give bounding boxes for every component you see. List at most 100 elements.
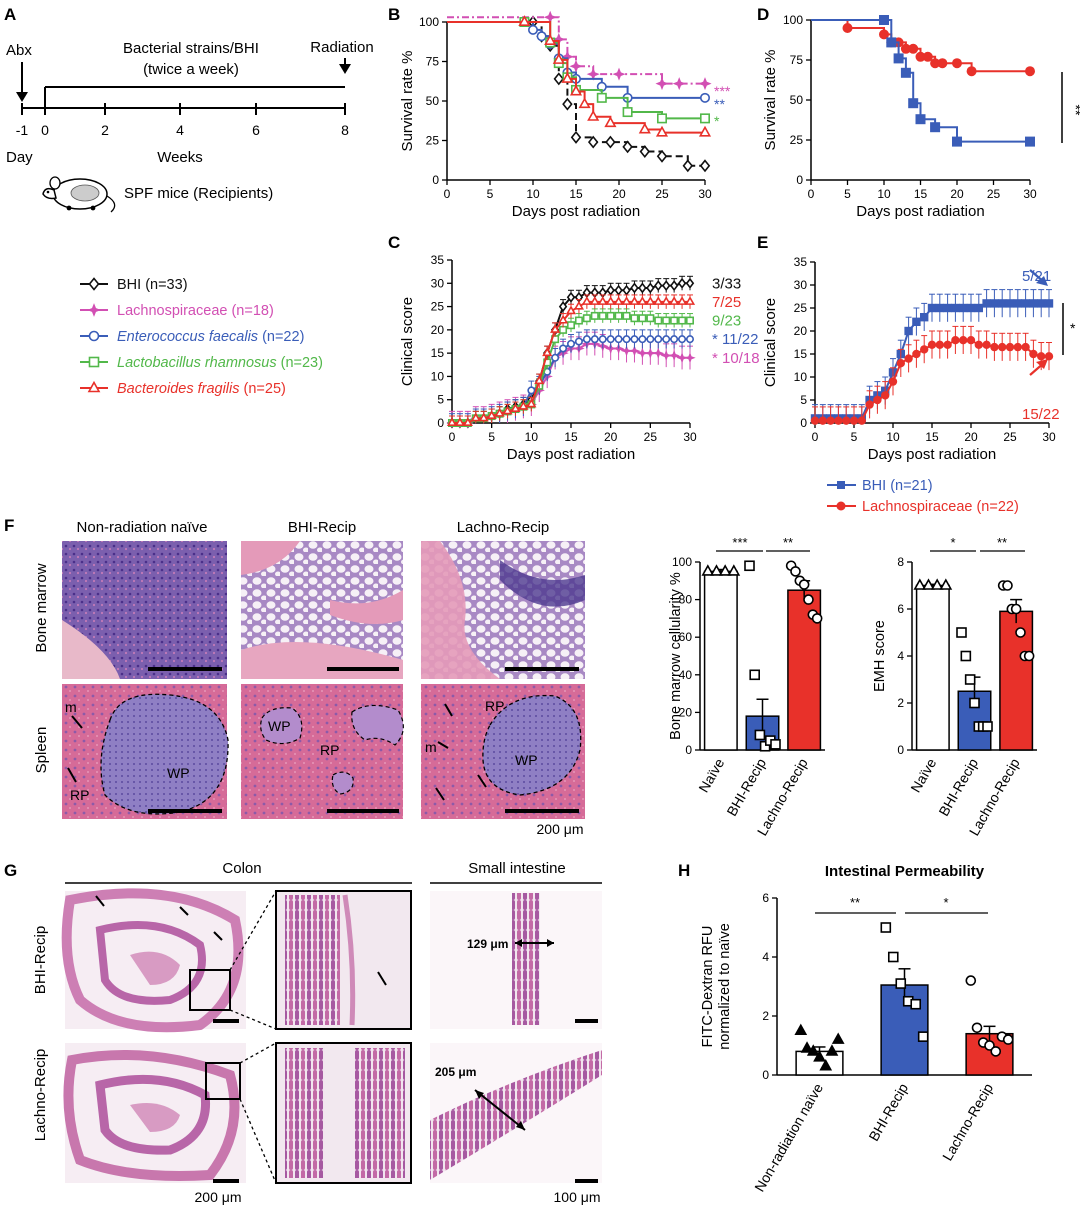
x-tick-label: 5	[851, 430, 858, 444]
data-point	[620, 345, 633, 357]
data-point	[699, 113, 710, 124]
chart-title: Intestinal Permeability	[825, 863, 985, 880]
data-point	[982, 340, 991, 349]
data-point	[685, 335, 694, 344]
data-point	[982, 299, 991, 308]
data-point	[930, 578, 944, 590]
y-tick-label: 25	[794, 301, 808, 315]
data-point	[606, 335, 615, 344]
data-point	[630, 335, 639, 344]
x-tick-label: 0	[808, 187, 815, 201]
data-point	[470, 412, 481, 422]
data-point	[1021, 299, 1030, 308]
data-point	[790, 566, 801, 577]
data-point	[87, 303, 101, 317]
data-point	[1010, 603, 1022, 615]
sig-f2-a: *	[950, 535, 955, 550]
data-point	[566, 339, 575, 348]
legend-marker	[837, 481, 845, 489]
data-point	[825, 1044, 839, 1056]
data-point	[904, 326, 913, 336]
y-axis-label: Bone marrow cellularity %	[668, 572, 684, 740]
legend-label: Enterococcus faecalis (n=22)	[117, 329, 304, 345]
data-point	[849, 416, 859, 425]
clinical-score-chart-e: 0 5 10 15 20 25 30 35 0 5 10 15 20 25 30 Days post radi…	[762, 255, 1060, 463]
bone-marrow-bar-chart: 020406080100NaïveBHI-RecipLachno-RecipBo…	[668, 555, 825, 838]
data-point	[831, 1032, 845, 1044]
label-wp: WP	[268, 718, 291, 734]
data-point	[1036, 352, 1046, 361]
data-point	[930, 122, 941, 133]
data-point	[1013, 342, 1022, 352]
data-point	[917, 1031, 929, 1042]
data-point	[669, 280, 679, 292]
x-tick-label: 15	[925, 430, 939, 444]
y-tick-label: 30	[794, 278, 808, 292]
data-point	[919, 345, 929, 354]
data-point	[544, 34, 557, 45]
y-tick-label: 0	[432, 173, 439, 187]
category-label: Naïve	[907, 755, 939, 795]
y-tick-label: 0	[897, 743, 904, 757]
data-point	[582, 335, 591, 344]
y-axis-label: Clinical score	[399, 297, 416, 386]
data-point	[622, 140, 633, 154]
x-tick-label: 5	[487, 187, 494, 201]
x-tick-label: 10	[886, 430, 900, 444]
x-tick-label: 30	[683, 430, 697, 444]
sig-f1-b: **	[783, 535, 793, 550]
data-point	[718, 564, 732, 576]
scale-label-200: 200 μm	[195, 1189, 242, 1205]
legend-label: BHI (n=33)	[117, 277, 188, 293]
data-point	[612, 67, 626, 81]
category-label: Lachno-Recip	[939, 1080, 996, 1163]
data-point	[646, 335, 655, 344]
data-point	[951, 336, 960, 345]
y-tick-label: 80	[679, 593, 693, 607]
data-point	[566, 291, 576, 303]
y-tick-label: 35	[794, 255, 808, 269]
legend-label: Lachnospiraceae (n=22)	[862, 499, 1019, 515]
histology-panel-f: Non-radiation naïve BHI-Recip Lachno-Rec…	[33, 519, 585, 837]
data-point	[638, 282, 647, 294]
y-tick-label: 8	[897, 555, 904, 569]
data-point	[744, 560, 755, 572]
data-point	[654, 316, 663, 325]
data-point	[557, 314, 569, 324]
y-tick-label: 30	[431, 276, 445, 290]
sig-f1-a: ***	[732, 535, 747, 550]
data-point	[574, 316, 583, 325]
hist-col-bhi: BHI-Recip	[288, 519, 356, 536]
y-tick-label: 2	[897, 696, 904, 710]
data-point	[984, 1040, 995, 1051]
sig-h-b: *	[943, 895, 948, 910]
y-tick-label: 25	[431, 300, 445, 314]
data-point	[974, 303, 984, 313]
data-point	[661, 296, 672, 305]
mouse-illustration	[42, 176, 116, 213]
data-point	[811, 613, 823, 624]
micrograph-colon-bhi	[61, 888, 246, 1033]
x-tick-label: 10	[526, 187, 540, 201]
sig-e: *	[1070, 320, 1076, 336]
y-axis-label: Survival rate %	[762, 50, 779, 151]
data-point	[518, 400, 529, 410]
label-rp: RP	[320, 742, 339, 758]
micrograph-spleen-bhi: WP RP	[241, 684, 404, 819]
data-point	[960, 650, 972, 662]
micrograph-bm-naive	[62, 541, 227, 679]
strains-label: Bacterial strains/BHI	[123, 40, 259, 57]
hist-row-bone-marrow: Bone marrow	[33, 563, 50, 652]
y-tick-label: 20	[431, 323, 445, 337]
data-point	[990, 299, 999, 308]
data-point	[943, 340, 952, 349]
y-tick-label: 2	[762, 1009, 769, 1023]
data-point	[878, 29, 889, 40]
data-point	[655, 77, 669, 91]
data-point	[628, 345, 641, 357]
x-tick-label: 0	[449, 430, 456, 444]
si-title: Small intestine	[468, 860, 566, 877]
y-tick-label: 20	[679, 705, 693, 719]
x-tick-label: 25	[655, 187, 669, 201]
data-point	[669, 296, 680, 305]
